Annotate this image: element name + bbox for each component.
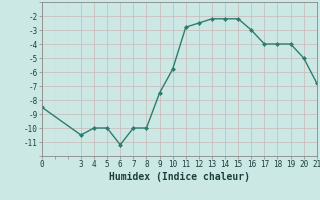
X-axis label: Humidex (Indice chaleur): Humidex (Indice chaleur) [109, 172, 250, 182]
